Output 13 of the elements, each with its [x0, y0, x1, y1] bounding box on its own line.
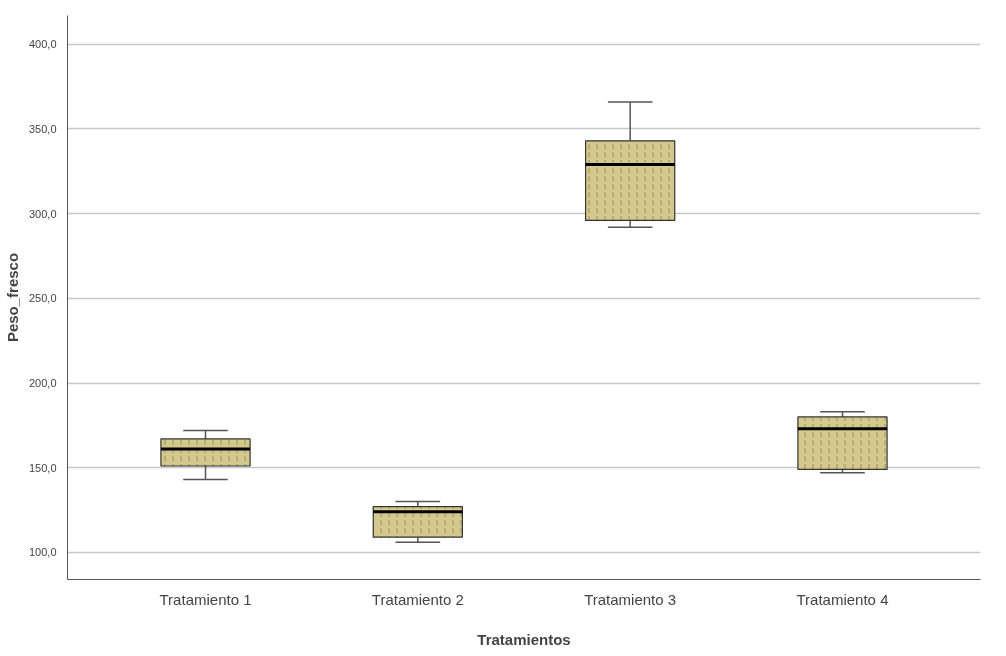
y-tick-label: 400,0: [28, 38, 57, 51]
y-axis-title: Peso_fresco: [3, 252, 21, 343]
y-tick-label: 100,0: [28, 546, 57, 559]
x-tick-label: Tratamiento 3: [584, 590, 677, 608]
y-tick-label: 200,0: [28, 377, 57, 390]
x-tick-label: Tratamiento 1: [159, 590, 252, 608]
x-axis-title: Tratamientos: [477, 630, 571, 648]
y-tick-label: 300,0: [28, 207, 57, 220]
y-tick-label: 250,0: [28, 292, 57, 305]
y-tick-label: 350,0: [28, 122, 57, 135]
y-tick-label: 150,0: [28, 461, 57, 474]
x-tick-label: Tratamiento 4: [796, 590, 889, 608]
x-tick-label: Tratamiento 2: [371, 590, 464, 608]
